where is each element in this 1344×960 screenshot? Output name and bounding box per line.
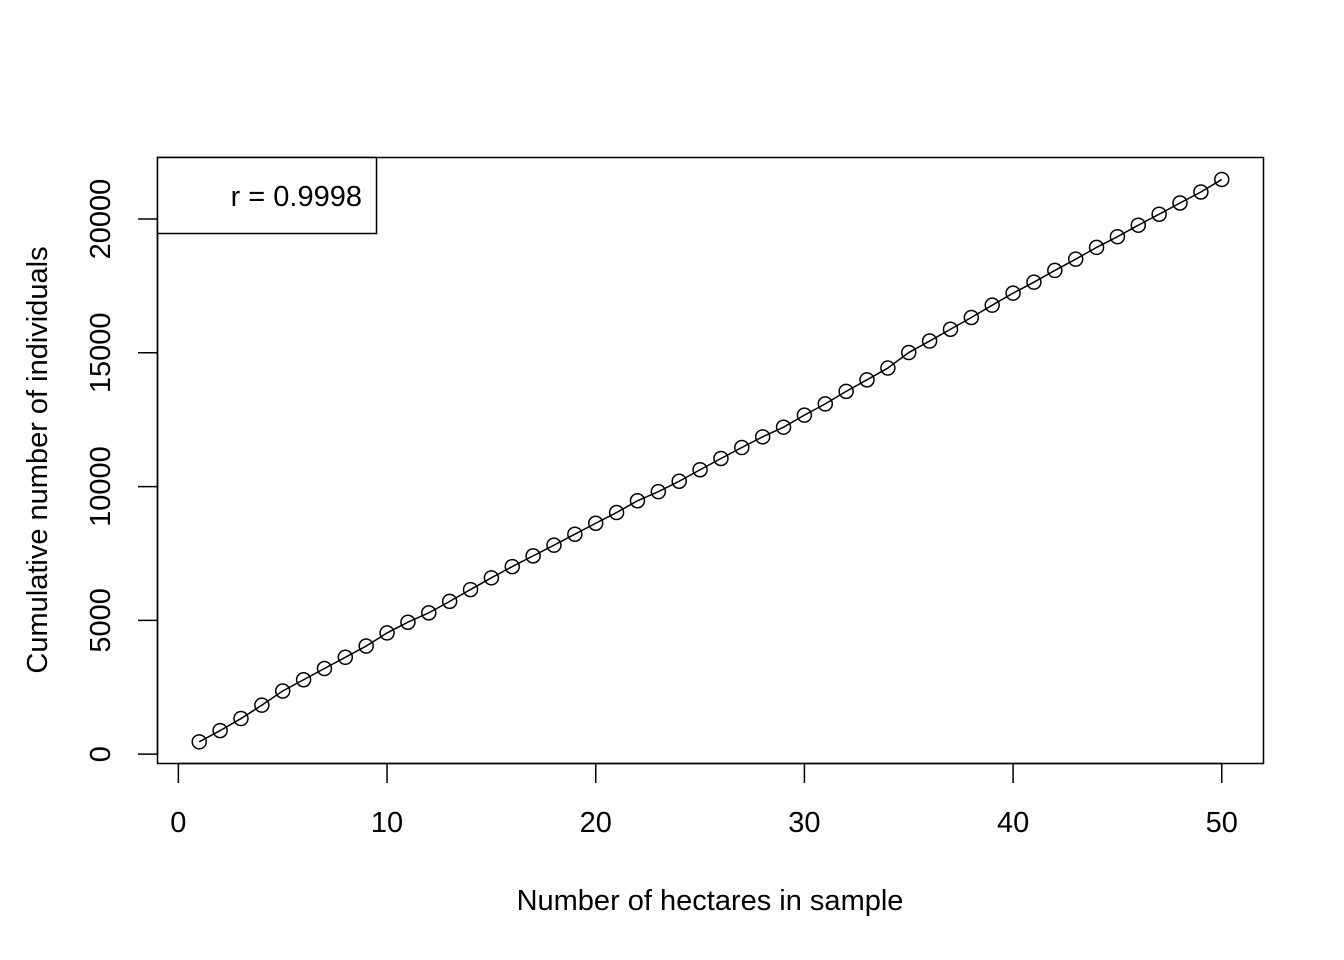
data-point: [650, 483, 667, 500]
y-tick-label: 0: [85, 746, 117, 762]
data-point: [1067, 251, 1084, 267]
data-point: [921, 333, 938, 349]
data-point: [796, 407, 813, 423]
data-point: [274, 683, 291, 699]
data-point: [1026, 274, 1042, 290]
data-point: [713, 450, 729, 467]
data-point: [567, 526, 583, 542]
x-tick-label: 20: [580, 807, 612, 839]
x-tick-label: 0: [170, 807, 186, 839]
data-point: [734, 439, 750, 456]
data-point: [1088, 239, 1105, 256]
data-point: [754, 429, 771, 445]
data-point: [212, 722, 228, 739]
data-point: [483, 570, 500, 586]
data-point: [295, 672, 312, 688]
data-point: [1047, 262, 1063, 279]
data-point: [838, 383, 854, 400]
series-layer: [191, 171, 1230, 750]
data-point: [629, 493, 646, 509]
data-point: [900, 344, 917, 361]
data-point: [775, 419, 792, 435]
y-tick-label: 5000: [85, 588, 117, 653]
y-axis-label: Cumulative number of individuals: [22, 246, 54, 673]
data-point: [1109, 228, 1126, 245]
data-point: [546, 537, 562, 553]
data-point: [1151, 206, 1167, 222]
data-point: [316, 660, 333, 677]
x-axis: 0 10 20 30 40 50: [170, 762, 1238, 839]
legend-frame: [156, 156, 378, 235]
data-point: [608, 504, 625, 521]
legend-box: r = 0.9998: [156, 156, 378, 235]
data-point: [254, 697, 270, 713]
data-point: [421, 605, 437, 621]
data-point: [379, 625, 395, 641]
data-point: [358, 638, 374, 654]
data-point: [191, 734, 207, 750]
data-point: [441, 593, 458, 610]
x-tick-label: 10: [371, 807, 403, 839]
data-point: [942, 321, 959, 338]
y-tick-label: 10000: [85, 446, 117, 527]
x-tick-label: 30: [788, 807, 820, 839]
data-point: [817, 396, 834, 412]
data-point: [337, 649, 354, 666]
x-tick-label: 50: [1206, 807, 1238, 839]
data-point: [400, 614, 416, 630]
data-point: [1172, 195, 1188, 211]
data-point: [462, 581, 479, 598]
x-axis-label: Number of hectares in sample: [517, 885, 904, 917]
data-point: [504, 558, 521, 575]
y-tick-label: 15000: [85, 312, 117, 393]
data-point: [984, 297, 1000, 313]
data-point: [1005, 285, 1021, 301]
series-line: [198, 178, 1223, 743]
plot-frame: [156, 156, 1265, 765]
y-tick-label: 20000: [85, 179, 117, 260]
x-tick-label: 40: [997, 807, 1029, 839]
y-axis: 0 5000 10000 15000 20000: [85, 179, 159, 762]
data-point: [233, 710, 249, 727]
data-point: [1214, 171, 1230, 188]
data-point: [880, 360, 896, 376]
data-point: [963, 309, 980, 326]
data-point: [525, 548, 541, 564]
data-point: [1193, 184, 1209, 200]
data-point: [671, 473, 687, 489]
data-point: [1130, 217, 1147, 233]
data-point: [692, 461, 708, 478]
data-point: [587, 515, 604, 531]
legend-text: r = 0.9998: [231, 181, 362, 213]
data-point: [859, 372, 875, 388]
